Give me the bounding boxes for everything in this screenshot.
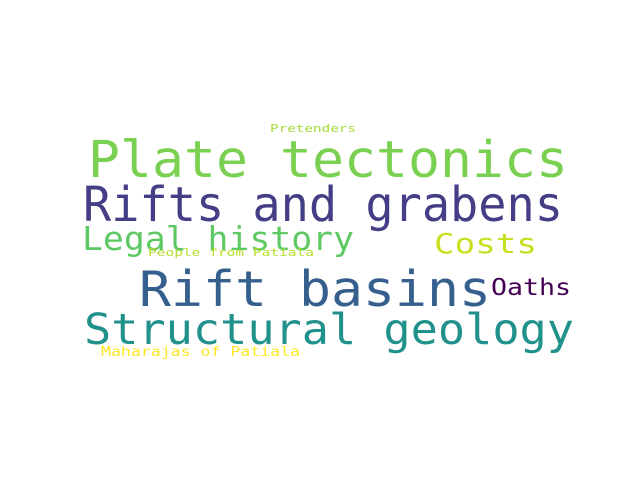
word-people-from-patiala: People from Patiala [148,246,314,259]
word-rift-basins: Rift basins [139,261,491,318]
word-structural-geology: Structural geology [84,305,574,355]
word-rifts-and-grabens: Rifts and grabens [83,177,563,233]
word-oaths: Oaths [491,275,571,301]
word-legal-history: Legal history [82,219,354,258]
word-plate-tectonics: Plate tectonics [88,131,568,190]
word-pretenders: Pretenders [270,122,356,135]
word-maharajas-of-patiala: Maharajas of Patiala [101,345,300,360]
word-costs: Costs [434,227,537,260]
